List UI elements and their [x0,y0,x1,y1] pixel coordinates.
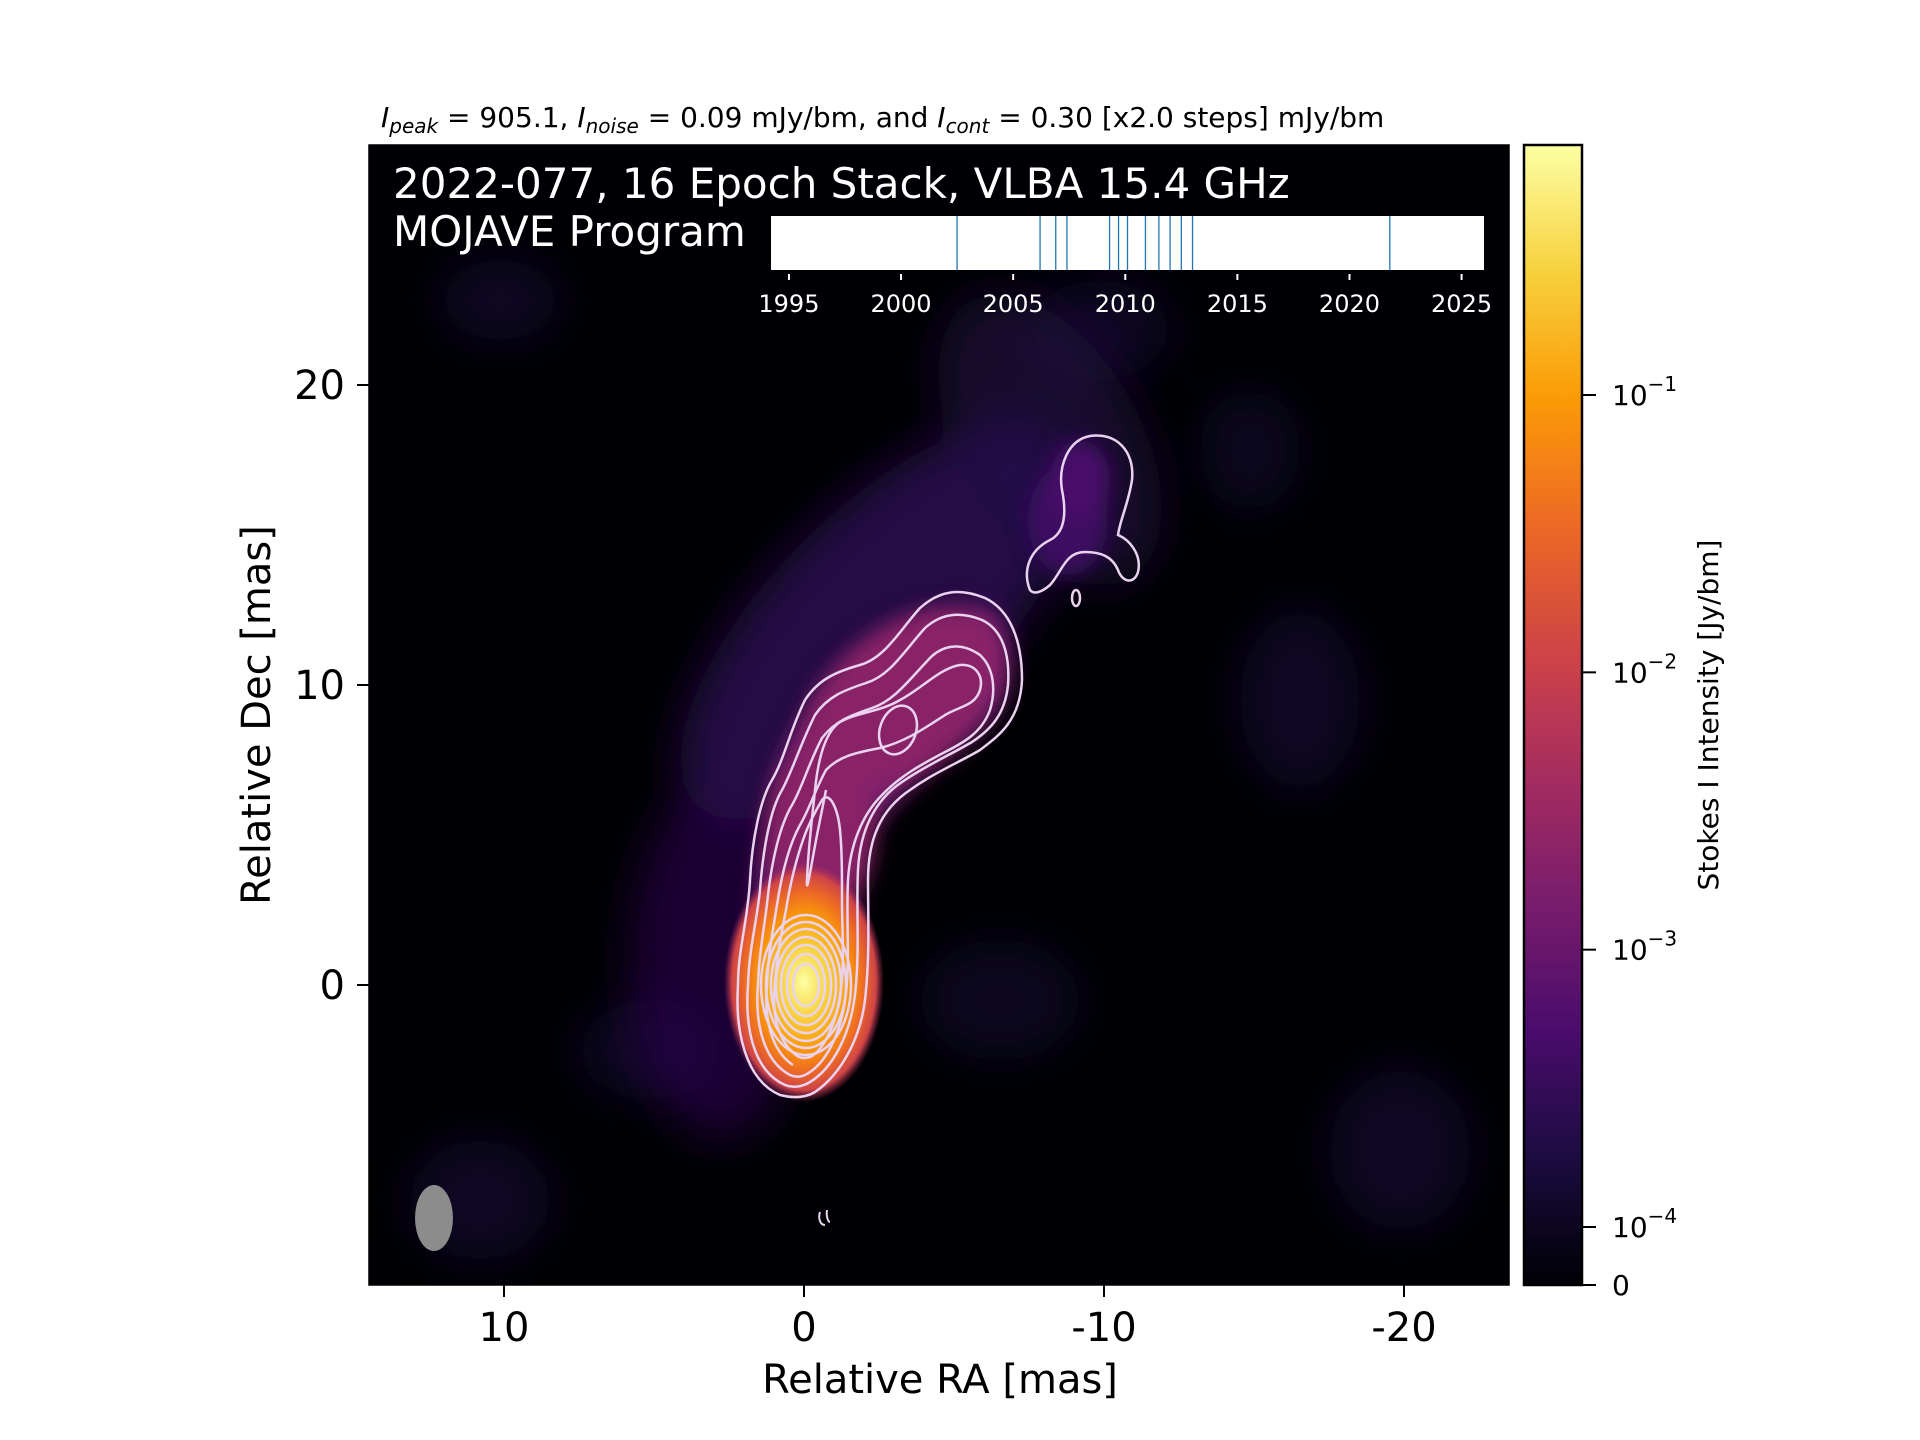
contour-8 [769,927,843,1043]
contour-islet-2 [818,1209,831,1226]
contour-islet [1070,588,1082,608]
epoch-tick-label: 2020 [1319,290,1380,318]
contour-upper-component [1025,434,1141,594]
contour-2 [746,613,1010,1088]
colorbar-label: Stokes I Intensity [Jy/bm] [1692,540,1725,891]
colorbar-tick-label: 0 [1612,1269,1630,1302]
x-tick-label: -10 [1071,1305,1136,1351]
epoch-tick-label: 2005 [983,290,1044,318]
x-tick-label: 0 [791,1305,816,1351]
header-text: Ipeak = 905.1, Inoise = 0.09 mJy/bm, and… [381,101,1384,138]
epoch-tick-label: 2010 [1095,290,1156,318]
x-axis: 10 0 -10 -20 [479,1285,1437,1351]
image-panel [368,144,1510,1286]
image-frame [368,144,1510,1286]
contour-12 [791,962,821,1008]
contour-9 [774,935,838,1035]
epoch-tick-label: 1995 [758,290,819,318]
epoch-ticks: 1995 2000 2005 2010 2015 2020 2025 [758,274,1492,318]
beam-ellipse [415,1185,453,1251]
x-axis-label: Relative RA [mas] [762,1357,1118,1403]
contour-4 [765,663,983,1067]
epoch-inset: 1995 2000 2005 2010 2015 2020 2025 [758,216,1492,318]
contour-10 [779,943,833,1027]
epoch-tick-label: 2015 [1207,290,1268,318]
x-tick-label: -20 [1371,1305,1436,1351]
y-axis-label: Relative Dec [mas] [234,525,280,905]
y-tick-label: 20 [294,363,345,409]
contour-7 [764,920,848,1050]
contour-outer [736,590,1024,1099]
y-axis: 20 10 0 [294,363,369,1009]
colorbar-gradient [1522,143,1584,1287]
contour-11 [785,952,827,1018]
contour-6 [759,913,853,1057]
x-tick-label: 10 [479,1305,530,1351]
colorbar-tick-label: 10−4 [1612,1204,1677,1244]
colorbar-tick-label: 10−1 [1612,372,1677,412]
epoch-tick-label: 2025 [1431,290,1492,318]
y-tick-label: 0 [320,963,345,1009]
colorbar-tick-label: 10−2 [1612,649,1677,689]
y-tick-label: 10 [294,663,345,709]
colorbar-tick-label: 10−3 [1612,927,1677,967]
colorbar: 10−1 10−2 10−3 10−4 0 Stokes I Intensity [Jy… [1522,143,1725,1302]
contour-knot [877,704,919,756]
epoch-tick-label: 2000 [871,290,932,318]
colorbar-ticks: 10−1 10−2 10−3 10−4 0 [1582,372,1677,1302]
chart-title-line1: 2022-077, 16 Epoch Stack, VLBA 15.4 GHz [393,159,1290,208]
chart-title-line2: MOJAVE Program [393,207,746,256]
epoch-lines [956,216,1391,270]
contour-lines [736,434,1141,1226]
